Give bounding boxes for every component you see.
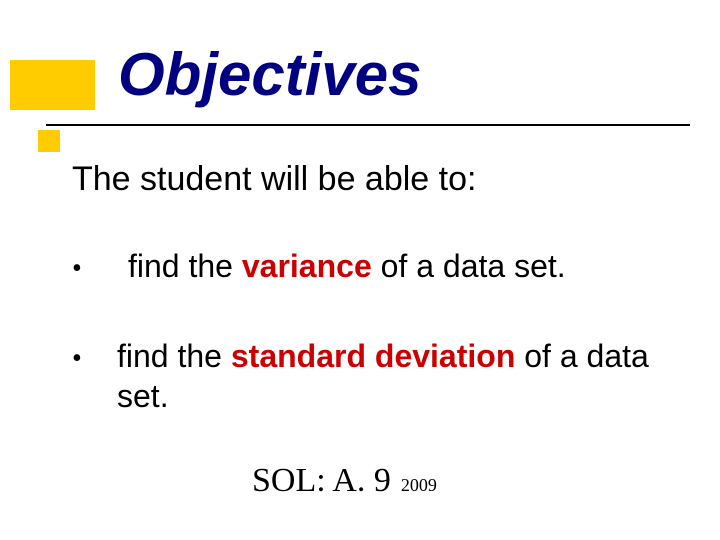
accent-box-2 bbox=[38, 130, 60, 152]
highlight-term: deviation bbox=[375, 338, 515, 374]
slide-subtitle: The student will be able to: bbox=[72, 160, 476, 199]
title-underline bbox=[46, 124, 690, 126]
bullet-dot: • bbox=[72, 343, 82, 375]
accent-box-1 bbox=[10, 60, 95, 110]
bullet-dot: • bbox=[72, 253, 82, 285]
highlight-term: standard bbox=[231, 338, 366, 374]
highlight-term: variance bbox=[242, 248, 372, 284]
slide-footer: SOL: A. 9 2009 bbox=[252, 462, 437, 500]
bullet-text: find the standard deviation of a data se… bbox=[117, 336, 677, 416]
slide-title: Objectives bbox=[118, 40, 422, 109]
footer-main: SOL: A. 9 bbox=[252, 462, 391, 499]
bullet-text: find the variance of a data set. bbox=[128, 246, 688, 286]
footer-sub: 2009 bbox=[401, 475, 437, 495]
